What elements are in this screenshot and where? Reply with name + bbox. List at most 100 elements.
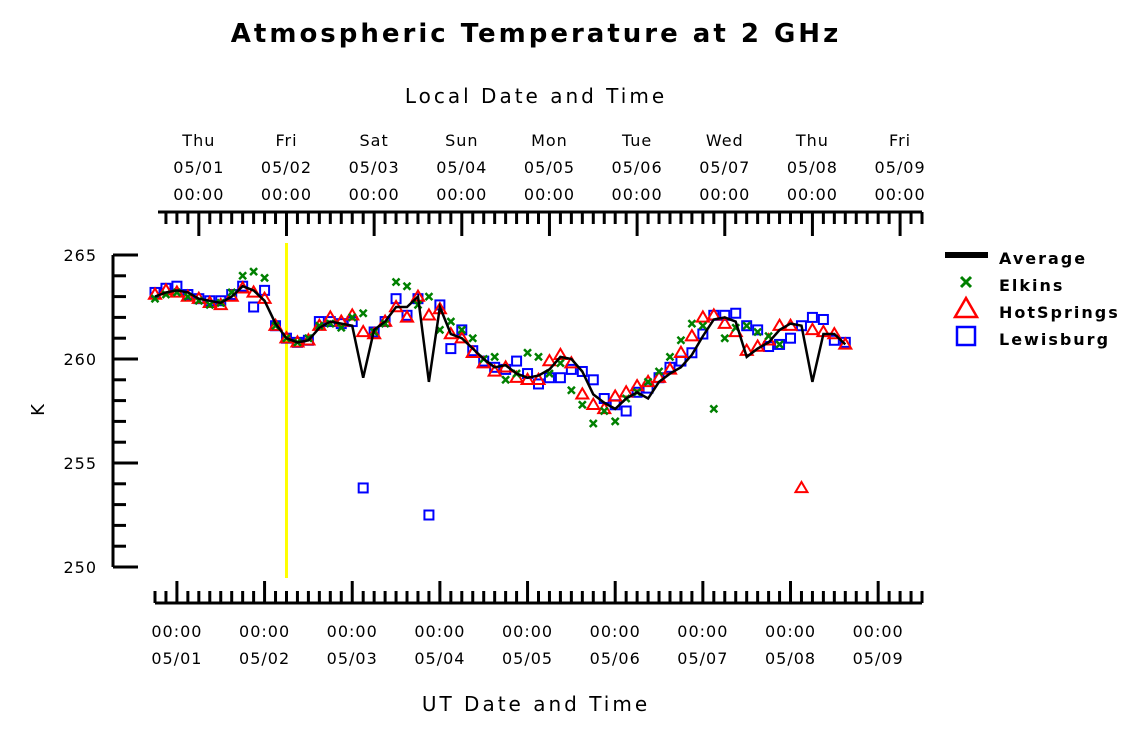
legend-label-elkins: Elkins bbox=[999, 276, 1064, 295]
elkins-point-stroke bbox=[545, 369, 554, 378]
bottom-tick-date: 05/08 bbox=[765, 649, 816, 668]
bottom-tick-date: 05/05 bbox=[502, 649, 553, 668]
top-tick-date: 05/07 bbox=[699, 158, 750, 177]
hotsprings-point bbox=[684, 328, 700, 342]
lewisburg-point bbox=[565, 363, 577, 375]
hotsprings-point bbox=[180, 288, 196, 302]
lewisburg-point bbox=[686, 347, 698, 359]
elkins-point-stroke bbox=[238, 271, 248, 281]
bottom-tick-time: 00:00 bbox=[327, 622, 378, 641]
elkins-point-stroke bbox=[249, 267, 258, 277]
hotsprings-point bbox=[355, 323, 371, 338]
elkins-point-stroke bbox=[556, 358, 565, 368]
elkins-point-stroke bbox=[566, 385, 576, 395]
top-tick-day: Wed bbox=[706, 131, 744, 150]
elkins-point bbox=[468, 333, 478, 343]
elkins-point-stroke bbox=[687, 319, 697, 329]
elkins-point-stroke bbox=[501, 375, 511, 385]
bottom-tick-date: 05/07 bbox=[677, 649, 728, 668]
elkins-point bbox=[457, 325, 467, 335]
top-tick-time: 00:00 bbox=[349, 185, 400, 204]
elkins-point bbox=[380, 319, 390, 329]
lewisburg-point bbox=[259, 284, 271, 296]
top-tick-day: Mon bbox=[531, 131, 568, 150]
top-tick-time: 00:00 bbox=[875, 185, 926, 204]
bottom-tick-date: 05/06 bbox=[590, 649, 641, 668]
top-tick-day: Fri bbox=[275, 131, 297, 150]
top-tick-date: 05/02 bbox=[261, 158, 312, 177]
hotsprings-point bbox=[574, 386, 591, 400]
bottom-tick-date: 05/04 bbox=[414, 649, 465, 668]
legend-item-elkins: Elkins bbox=[959, 275, 1064, 295]
elkins-point bbox=[566, 385, 576, 395]
elkins-point bbox=[654, 367, 664, 376]
elkins-point bbox=[643, 377, 653, 387]
legend-swatch-square bbox=[955, 325, 977, 347]
top-tick-date: 05/06 bbox=[612, 158, 663, 177]
elkins-point bbox=[742, 321, 752, 331]
hotsprings-point bbox=[399, 309, 415, 323]
elkins-point-stroke bbox=[424, 292, 434, 301]
top-tick-time: 00:00 bbox=[173, 185, 224, 204]
hotsprings-point bbox=[804, 321, 821, 336]
elkins-point bbox=[490, 352, 500, 362]
elkins-point-stroke bbox=[468, 333, 478, 343]
lewisburg-point bbox=[620, 405, 632, 417]
top-tick-date: 05/09 bbox=[875, 158, 926, 177]
hotsprings-point bbox=[552, 346, 569, 361]
elkins-point-stroke bbox=[764, 331, 773, 341]
bottom-axis-title: UT Date and Time bbox=[422, 692, 650, 716]
lewisburg-point bbox=[587, 374, 599, 386]
top-tick-time: 00:00 bbox=[436, 185, 487, 204]
elkins-point-stroke bbox=[709, 404, 719, 414]
elkins-point-stroke bbox=[402, 281, 412, 291]
elkins-point-stroke bbox=[446, 317, 456, 326]
elkins-point bbox=[676, 335, 686, 345]
top-tick-date: 05/03 bbox=[349, 158, 400, 177]
legend-item-lewisburg: Lewisburg bbox=[955, 325, 1108, 349]
lewisburg-point bbox=[423, 509, 435, 521]
elkins-point-stroke bbox=[654, 367, 664, 376]
hotsprings-point bbox=[793, 479, 810, 494]
elkins-point bbox=[709, 404, 719, 414]
elkins-point bbox=[523, 348, 532, 358]
hotsprings-point bbox=[629, 378, 645, 392]
top-tick-time: 00:00 bbox=[699, 185, 750, 204]
top-tick-day: Sat bbox=[360, 131, 389, 150]
bottom-tick-time: 00:00 bbox=[151, 622, 202, 641]
hotsprings-point bbox=[421, 307, 437, 321]
elkins-point bbox=[336, 323, 346, 333]
top-tick-time: 00:00 bbox=[612, 185, 663, 204]
lewisburg-point bbox=[248, 301, 260, 313]
hotsprings-point bbox=[267, 317, 284, 331]
hotsprings-point bbox=[300, 332, 317, 346]
top-tick-date: 05/04 bbox=[436, 158, 487, 177]
hotsprings-point bbox=[519, 371, 536, 385]
data-marks bbox=[147, 243, 854, 578]
y-tick-label: 255 bbox=[63, 454, 97, 473]
bottom-tick-time: 00:00 bbox=[853, 622, 904, 641]
y-tick-label: 250 bbox=[63, 558, 97, 577]
legend-swatch-triangle bbox=[952, 295, 980, 319]
elkins-point-stroke bbox=[490, 352, 500, 362]
bottom-tick-date: 05/01 bbox=[151, 649, 202, 668]
hotsprings-point bbox=[366, 326, 382, 340]
hotsprings-point bbox=[333, 313, 350, 327]
elkins-point-stroke bbox=[457, 325, 467, 335]
top-tick-time: 00:00 bbox=[524, 185, 575, 204]
legend-item-average: Average bbox=[945, 249, 1085, 268]
y-tick-label: 265 bbox=[63, 246, 97, 265]
top-tick-date: 05/01 bbox=[173, 158, 224, 177]
elkins-point-stroke bbox=[577, 400, 587, 410]
elkins-point-stroke bbox=[534, 352, 543, 362]
top-tick-date: 05/05 bbox=[524, 158, 575, 177]
elkins-point bbox=[347, 313, 357, 322]
elkins-point bbox=[753, 327, 763, 337]
elkins-point bbox=[577, 400, 587, 410]
series-hotsprings bbox=[147, 280, 854, 494]
hotsprings-point bbox=[837, 336, 854, 350]
elkins-point-stroke bbox=[599, 406, 609, 416]
elkins-point-stroke bbox=[336, 323, 346, 333]
lewisburg-point bbox=[817, 313, 829, 325]
